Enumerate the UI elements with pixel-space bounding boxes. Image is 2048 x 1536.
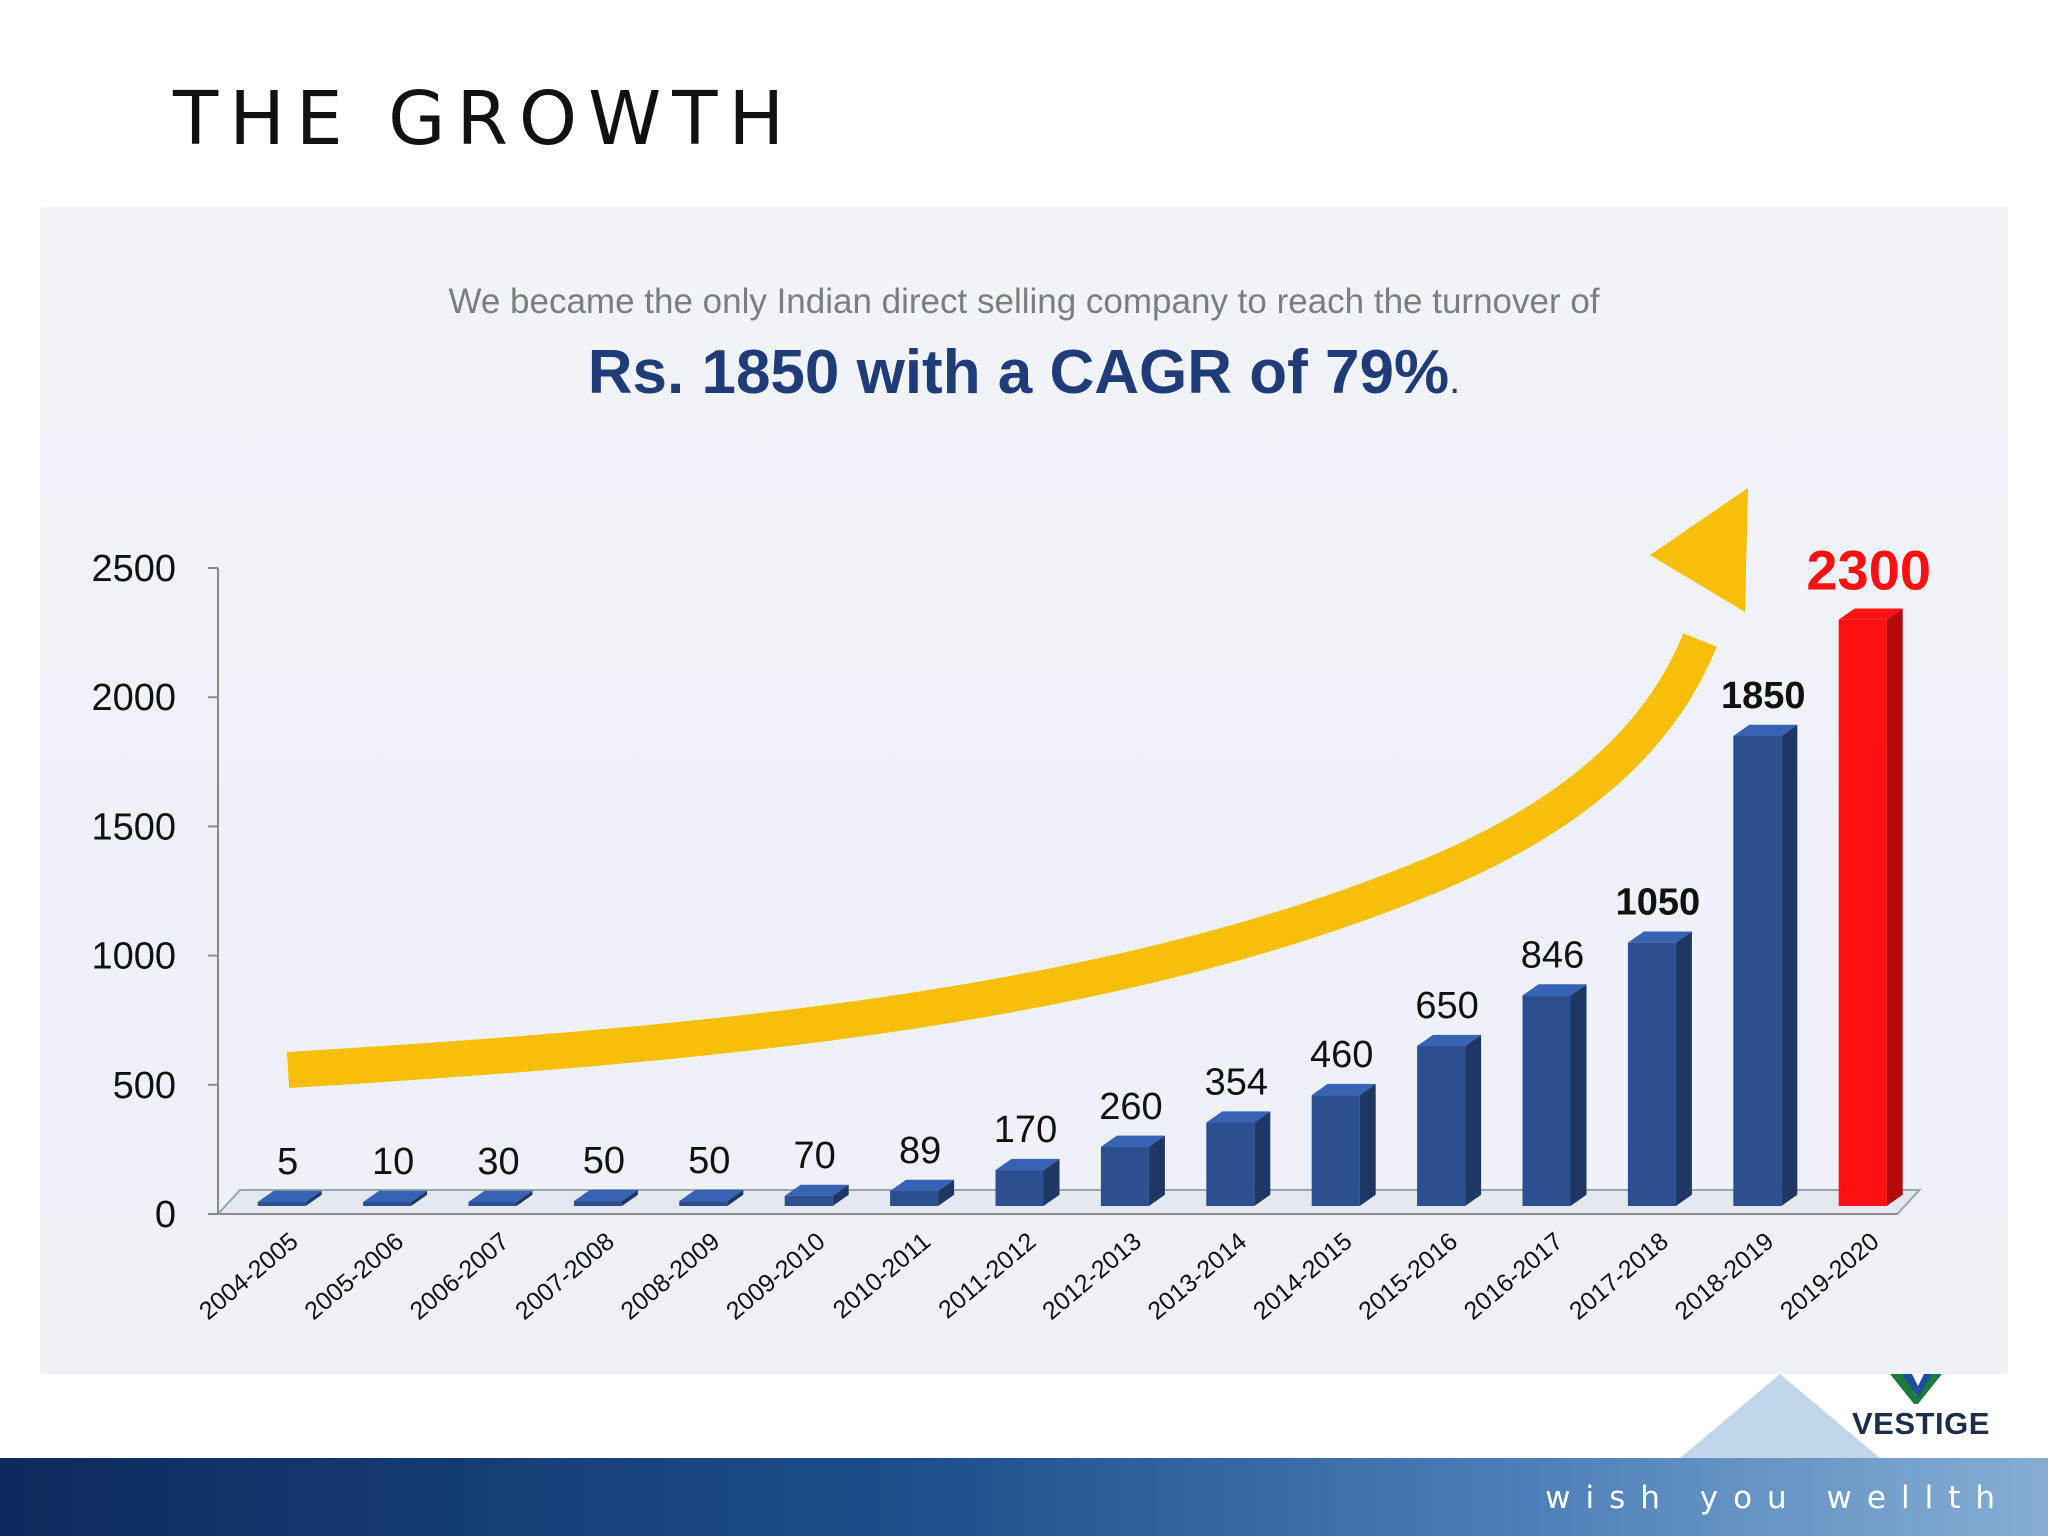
bar-value-label: 50 bbox=[583, 1140, 625, 1182]
category-label: 2018-2019 bbox=[1670, 1227, 1780, 1325]
category-label: 2017-2018 bbox=[1564, 1227, 1674, 1325]
bar-side bbox=[1675, 931, 1692, 1206]
bar-top bbox=[995, 1158, 1060, 1171]
bar-top bbox=[1733, 724, 1798, 736]
bar-2015-2016 bbox=[1417, 1046, 1466, 1206]
bar-top bbox=[890, 1179, 955, 1192]
bar-2018-2019 bbox=[1733, 735, 1782, 1206]
bar-side bbox=[832, 1184, 849, 1206]
category-label: 2014-2015 bbox=[1248, 1227, 1358, 1325]
category-label: 2007-2008 bbox=[510, 1227, 620, 1325]
bar-side bbox=[516, 1190, 533, 1206]
bar-side bbox=[727, 1189, 744, 1206]
y-tick-label: 0 bbox=[155, 1194, 176, 1236]
brand-name: VESTIGE bbox=[1852, 1406, 1990, 1441]
bar-2013-2014 bbox=[1206, 1122, 1255, 1206]
bar-2016-2017 bbox=[1522, 995, 1571, 1206]
bar-value-label: 5 bbox=[277, 1141, 298, 1183]
bar-2005-2006 bbox=[363, 1202, 412, 1206]
bar-side bbox=[1148, 1135, 1165, 1206]
bar-top bbox=[784, 1184, 849, 1196]
bar-2019-2020 bbox=[1838, 619, 1887, 1206]
bar-side bbox=[411, 1190, 428, 1206]
bar-value-label: 260 bbox=[1099, 1086, 1162, 1128]
bar-side bbox=[1781, 724, 1798, 1206]
bar-2011-2012 bbox=[995, 1170, 1044, 1206]
bar-top bbox=[257, 1190, 322, 1202]
bar-side bbox=[1886, 608, 1903, 1206]
bar-value-label: 30 bbox=[477, 1141, 519, 1183]
category-label: 2013-2014 bbox=[1143, 1227, 1253, 1325]
bar-value-label: 50 bbox=[688, 1140, 730, 1182]
slide-title: THE GROWTH bbox=[173, 76, 796, 162]
footer-band bbox=[0, 1458, 2048, 1536]
growth-arrowhead bbox=[1650, 488, 1748, 612]
bar-side bbox=[1254, 1111, 1271, 1206]
bar-top bbox=[573, 1189, 638, 1202]
growth-bar-chart: 0 500 1000 1500 2000 2500 5 2004-2005 10 2005-200… bbox=[91, 488, 1931, 1325]
bar-value-label: 70 bbox=[794, 1135, 836, 1177]
category-label: 2015-2016 bbox=[1353, 1227, 1463, 1325]
bar-value-label: 170 bbox=[994, 1109, 1057, 1151]
bar-top bbox=[363, 1190, 428, 1202]
vestige-logo-icon bbox=[1890, 1374, 1942, 1404]
y-tick-label: 1500 bbox=[91, 806, 176, 848]
y-tick-label: 2500 bbox=[91, 548, 176, 590]
bar-2004-2005 bbox=[257, 1202, 306, 1206]
bar-value-label: 460 bbox=[1310, 1034, 1373, 1076]
bar-top bbox=[1627, 931, 1692, 943]
bar-2012-2013 bbox=[1100, 1146, 1149, 1206]
y-tick-label: 2000 bbox=[91, 677, 176, 719]
category-label: 2011-2012 bbox=[933, 1227, 1041, 1324]
bar-2006-2007 bbox=[468, 1202, 517, 1206]
bar-side bbox=[305, 1190, 322, 1206]
bar-value-label: 354 bbox=[1205, 1062, 1268, 1104]
bar-side bbox=[938, 1179, 955, 1206]
category-label: 2005-2006 bbox=[299, 1227, 409, 1325]
bar-value-label: 846 bbox=[1521, 934, 1584, 976]
bar-2007-2008 bbox=[573, 1201, 622, 1206]
bar-side bbox=[621, 1189, 638, 1206]
category-label: 2009-2010 bbox=[721, 1227, 831, 1325]
bar-side bbox=[1359, 1083, 1376, 1206]
bar-side bbox=[1043, 1158, 1060, 1206]
category-label: 2016-2017 bbox=[1459, 1227, 1569, 1325]
bar-value-label: 1850 bbox=[1721, 675, 1806, 717]
bar-value-label: 2300 bbox=[1806, 539, 1931, 602]
bar-2008-2009 bbox=[679, 1201, 728, 1206]
brand-triangle bbox=[1680, 1374, 1880, 1458]
bar-top bbox=[1522, 984, 1587, 996]
bar-2009-2010 bbox=[784, 1195, 833, 1206]
bar-top bbox=[1311, 1083, 1376, 1096]
banner-headline-text: Rs. 1850 with a CAGR of 79% bbox=[587, 338, 1450, 407]
y-tick-label: 500 bbox=[113, 1065, 176, 1107]
bar-value-label: 89 bbox=[899, 1130, 941, 1172]
banner-headline: Rs. 1850 with a CAGR of 79%. bbox=[40, 337, 2008, 408]
y-tick-label: 1000 bbox=[91, 936, 176, 978]
bar-2014-2015 bbox=[1311, 1095, 1360, 1206]
bar-top bbox=[1206, 1111, 1271, 1123]
category-label: 2010-2011 bbox=[828, 1227, 936, 1324]
category-label: 2008-2009 bbox=[616, 1227, 726, 1325]
bar-value-label: 650 bbox=[1415, 985, 1478, 1027]
category-label: 2006-2007 bbox=[405, 1227, 515, 1325]
bar-side bbox=[1465, 1034, 1482, 1206]
bar-side bbox=[1570, 984, 1587, 1206]
bar-value-label: 10 bbox=[372, 1141, 414, 1183]
category-label: 2019-2020 bbox=[1775, 1227, 1885, 1325]
bar-top bbox=[679, 1189, 744, 1202]
bar-top bbox=[1100, 1135, 1165, 1147]
bar-top bbox=[1838, 608, 1903, 620]
category-label: 2004-2005 bbox=[194, 1227, 304, 1325]
bar-top bbox=[468, 1190, 533, 1202]
bar-top bbox=[1417, 1034, 1482, 1047]
bar-2010-2011 bbox=[890, 1191, 939, 1206]
category-label: 2012-2013 bbox=[1037, 1227, 1147, 1325]
banner-headline-period: . bbox=[1449, 358, 1461, 402]
brand-tagline: wish you wellth bbox=[1545, 1480, 2010, 1516]
bar-value-label: 1050 bbox=[1616, 882, 1701, 924]
growth-arrow bbox=[286, 633, 1717, 1088]
bar-2017-2018 bbox=[1627, 942, 1676, 1206]
banner-subtitle: We became the only Indian direct selling… bbox=[448, 282, 1600, 321]
